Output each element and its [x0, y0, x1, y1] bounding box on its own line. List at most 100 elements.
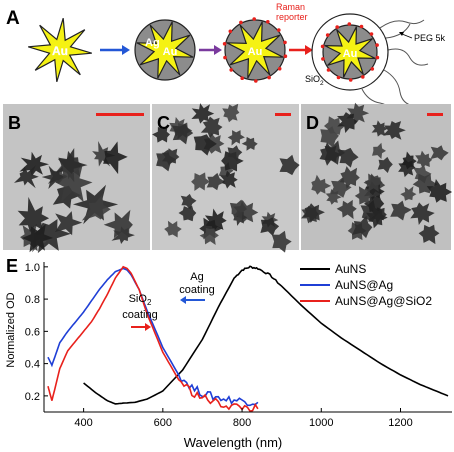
tem-image-c: C: [152, 103, 300, 253]
panel-label-c: C: [157, 113, 170, 133]
raman-reporter-dot: [359, 24, 364, 29]
raman-reporter-dot: [325, 33, 330, 37]
raman-reporter-dot: [321, 57, 325, 61]
nanoparticle: [92, 141, 116, 167]
nanoparticle: [260, 217, 280, 236]
nanoparticle: [191, 172, 210, 191]
legend: AuNS AuNS@Ag AuNS@Ag@SiO2: [300, 262, 432, 308]
gold-nanostar: Au: [28, 18, 92, 82]
nanoparticle: [311, 174, 331, 195]
nanoparticle: [325, 189, 342, 205]
ag-label: Ag: [145, 37, 160, 49]
ag-coated-nanostar: Ag Au: [134, 19, 196, 81]
tem-image-b: B: [3, 104, 150, 254]
tem-image-d: D: [301, 102, 453, 250]
raman-reporter-dot: [348, 78, 353, 82]
axis-ticks: 400 600 800 1000 1200 0.2 0.4 0.6 0.8 1.0: [25, 262, 413, 429]
raman-reporter-dot: [223, 55, 227, 60]
nanoparticle: [54, 211, 83, 236]
raman-reporter-dot: [283, 40, 287, 45]
raman-reporter-dot: [335, 25, 339, 29]
y-tick-label: 0.2: [25, 391, 40, 403]
y-tick-label: 0.4: [25, 359, 40, 371]
nanoparticle: [324, 116, 345, 135]
nanoparticle: [418, 224, 440, 245]
raman-reporter-dot: [277, 28, 281, 32]
raman-reporter-label-line1: Raman: [276, 2, 305, 12]
peg-label: PEG 5k: [414, 33, 446, 43]
nanoparticle: [319, 142, 342, 166]
scale-bar: [427, 113, 443, 116]
raman-reporter-dot: [222, 42, 227, 46]
nanoparticle: [339, 166, 360, 189]
sio2-coating-label-line2: coating: [122, 309, 157, 321]
nanoparticle: [103, 141, 128, 175]
nanostar-shape: [324, 26, 376, 78]
sio2-coating-arrow-icon: [131, 323, 151, 331]
nanoparticle: [371, 120, 388, 137]
nanoparticle: [21, 224, 54, 253]
nanoparticle: [366, 206, 388, 229]
sio2-label: SiO2: [305, 74, 324, 87]
raman-reporter-dot: [252, 17, 256, 21]
scale-bar: [275, 113, 291, 116]
nanoparticle: [426, 179, 453, 203]
legend-label: AuNS@Ag@SiO2: [335, 294, 432, 308]
nanoparticle: [303, 203, 325, 223]
peg-chain: [387, 48, 429, 66]
panel-label-d: D: [306, 113, 319, 133]
raman-reporter-dot: [239, 20, 243, 25]
nanoparticle: [164, 220, 182, 238]
ag-coating-label-line2: coating: [179, 284, 214, 296]
raman-reporter-dot: [283, 54, 288, 58]
legend-label: AuNS: [335, 262, 366, 276]
nanoparticle: [363, 173, 383, 192]
nanoparticle: [336, 199, 357, 220]
raman-reporter-dot: [240, 76, 244, 80]
tem-particles: [152, 103, 300, 253]
raman-reporter-dot: [370, 67, 375, 71]
nanoparticle: [178, 205, 197, 222]
au-label-2: Au: [163, 46, 178, 58]
nanoparticle: [52, 185, 81, 209]
scale-bar: [96, 113, 144, 116]
nanoparticle: [415, 150, 433, 168]
raman-labeled-nanostar: Au: [222, 17, 288, 83]
raman-reporter-dot: [229, 68, 233, 72]
raman-reporter-dot: [336, 75, 341, 80]
peg-chain: [383, 69, 415, 107]
x-tick-label: 400: [74, 417, 92, 429]
nanoparticle: [227, 130, 245, 146]
series-lines: [47, 265, 449, 412]
nanoparticle: [171, 123, 194, 145]
series-line-auns-ag: [47, 267, 259, 407]
nanoparticle: [337, 112, 358, 133]
nanoparticle: [81, 194, 111, 221]
nanoparticle: [193, 134, 217, 156]
nanoparticle: [19, 151, 49, 176]
nanoparticle: [241, 136, 258, 151]
x-tick-label: 800: [233, 417, 251, 429]
nanostar-shape: [28, 18, 92, 82]
panel-label-e: E: [6, 256, 18, 276]
nanostar-shape: [226, 21, 284, 79]
peg-pointer-arrow: [399, 32, 413, 39]
raman-reporter-dot: [267, 75, 271, 80]
raman-reporter-dot: [347, 22, 352, 26]
x-tick-label: 1200: [388, 417, 412, 429]
raman-reporter-dot: [375, 55, 380, 60]
nanoparticle: [410, 202, 435, 225]
raman-reporter-dot: [277, 66, 282, 71]
nanoparticle: [430, 145, 449, 161]
x-axis-label: Wavelength (nm): [184, 435, 283, 450]
nanoparticle: [219, 170, 238, 189]
nanoparticle: [191, 103, 215, 124]
nanoparticle: [229, 199, 247, 220]
tem-particles: [301, 102, 453, 245]
raman-reporter-dot: [266, 20, 270, 24]
nanoparticle: [363, 195, 385, 214]
y-tick-label: 1.0: [25, 262, 40, 274]
tem-particles: [14, 141, 135, 254]
